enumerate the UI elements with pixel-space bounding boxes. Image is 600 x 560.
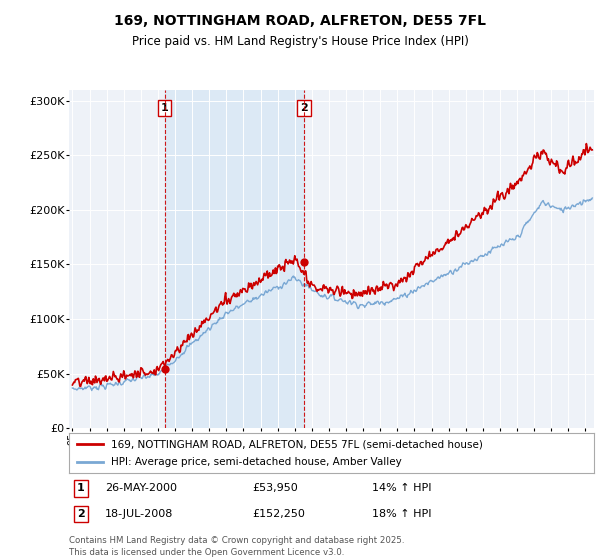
Text: HPI: Average price, semi-detached house, Amber Valley: HPI: Average price, semi-detached house,…: [111, 457, 402, 467]
Text: £53,950: £53,950: [252, 483, 298, 493]
Text: 18-JUL-2008: 18-JUL-2008: [105, 509, 173, 519]
Text: 169, NOTTINGHAM ROAD, ALFRETON, DE55 7FL (semi-detached house): 169, NOTTINGHAM ROAD, ALFRETON, DE55 7FL…: [111, 439, 483, 449]
Text: 2: 2: [300, 103, 308, 113]
Text: Price paid vs. HM Land Registry's House Price Index (HPI): Price paid vs. HM Land Registry's House …: [131, 35, 469, 48]
Text: 26-MAY-2000: 26-MAY-2000: [105, 483, 177, 493]
Text: 2: 2: [77, 509, 85, 519]
Text: 169, NOTTINGHAM ROAD, ALFRETON, DE55 7FL: 169, NOTTINGHAM ROAD, ALFRETON, DE55 7FL: [114, 14, 486, 28]
Text: 18% ↑ HPI: 18% ↑ HPI: [372, 509, 431, 519]
Text: 14% ↑ HPI: 14% ↑ HPI: [372, 483, 431, 493]
Bar: [165, 90, 304, 428]
Text: £152,250: £152,250: [252, 509, 305, 519]
Text: 1: 1: [161, 103, 169, 113]
Text: Contains HM Land Registry data © Crown copyright and database right 2025.
This d: Contains HM Land Registry data © Crown c…: [69, 536, 404, 557]
Text: 1: 1: [77, 483, 85, 493]
